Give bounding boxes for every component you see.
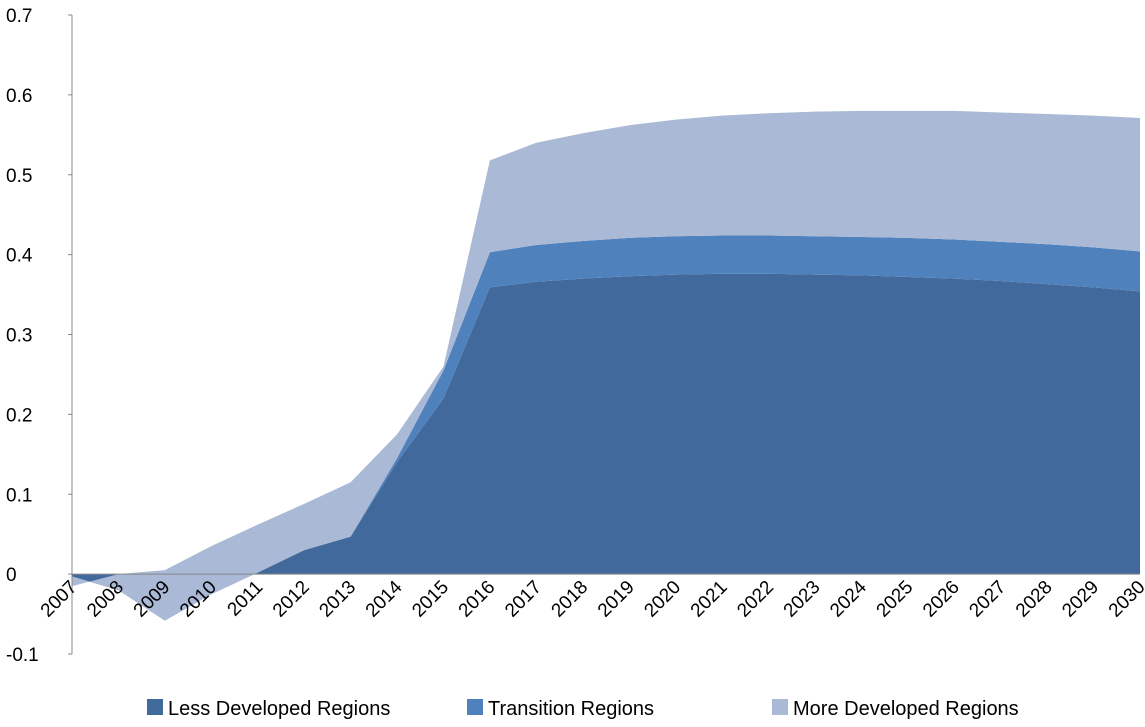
y-tick-label: -0.1: [6, 645, 39, 666]
y-tick-label: 0: [6, 565, 17, 586]
y-tick-label: 0.2: [6, 405, 32, 426]
x-tick-label: 2016: [455, 577, 500, 622]
legend-swatch: [772, 699, 788, 715]
legend-swatch: [467, 699, 483, 715]
y-tick-label: 0.7: [6, 6, 32, 27]
x-tick-label: 2028: [1012, 577, 1057, 622]
legend-label: Transition Regions: [488, 698, 654, 720]
x-tick-label: 2017: [501, 577, 546, 622]
x-tick-label: 2018: [548, 577, 593, 622]
x-tick-label: 2026: [919, 577, 964, 622]
x-tick-label: 2019: [594, 577, 639, 622]
y-tick-label: 0.1: [6, 485, 32, 506]
area: [72, 235, 1140, 621]
y-tick-label: 0.5: [6, 166, 32, 187]
x-tick-label: 2027: [965, 577, 1010, 622]
y-tick-label: 0.3: [6, 326, 32, 347]
x-tick-label: 2025: [873, 577, 918, 622]
y-tick-label: 0.4: [6, 246, 33, 267]
x-tick-label: 2023: [780, 577, 825, 622]
x-tick-label: 2022: [733, 577, 778, 622]
x-tick-label: 2029: [1058, 577, 1103, 622]
legend-label: Less Developed Regions: [168, 698, 390, 720]
x-tick-label: 2014: [362, 577, 407, 622]
x-tick-label: 2030: [1105, 577, 1145, 622]
x-tick-label: 2020: [640, 577, 685, 622]
area: [72, 110, 1140, 621]
legend: Less Developed Regions Transition Regions…: [147, 698, 1019, 720]
x-tick-label: 2015: [408, 577, 453, 622]
x-tick-label: 2021: [687, 577, 732, 622]
x-tick-label: 2012: [269, 577, 314, 622]
legend-label: More Developed Regions: [793, 698, 1019, 720]
x-tick-label: 2013: [315, 577, 360, 622]
x-tick-label: 2024: [826, 577, 871, 622]
y-tick-label: 0.6: [6, 86, 32, 107]
legend-swatch: [147, 699, 163, 715]
area: [72, 273, 1140, 621]
